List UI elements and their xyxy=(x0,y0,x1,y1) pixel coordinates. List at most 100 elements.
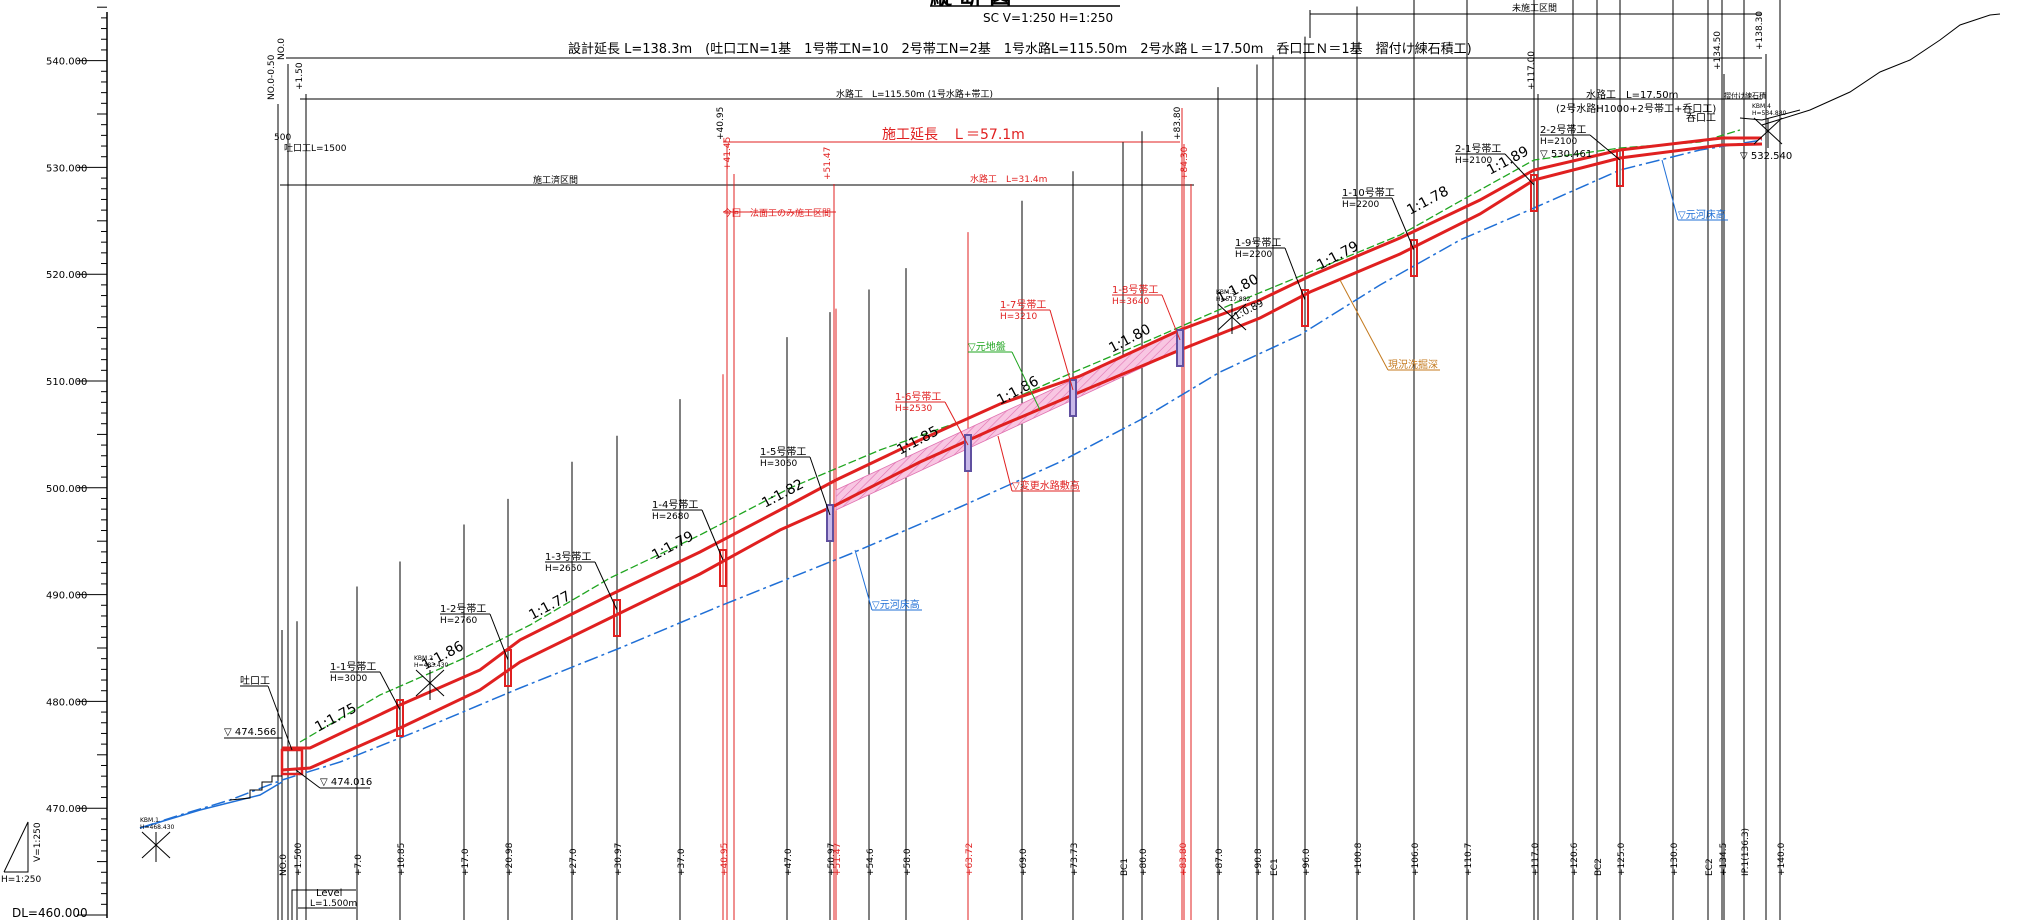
structure-height: H=2760 xyxy=(440,616,477,626)
original-riverbed2-label: ▽元河床高 xyxy=(1678,208,1726,221)
kbm-height: H=517.882 xyxy=(1216,296,1251,303)
top-station-label: +117.00 xyxy=(1527,51,1537,90)
structure-name: 2-1号帯工 xyxy=(1455,142,1501,155)
structure-leader xyxy=(944,401,969,446)
top-station-label: +40.95 xyxy=(716,107,726,140)
original-ground-line xyxy=(299,129,1741,743)
station-label: +27.0 xyxy=(569,848,579,876)
inlet-label: 呑口工 xyxy=(1686,112,1716,124)
structure-name: 1-1号帯工 xyxy=(330,660,376,673)
station-label: +63.72 xyxy=(965,843,975,876)
structure-leader xyxy=(1049,309,1074,391)
level-label: Level xyxy=(316,888,342,899)
station-label: +125.0 xyxy=(1617,842,1627,876)
leader xyxy=(1661,159,1679,221)
slope-only-label: 今回 法面工のみ施工区間 xyxy=(723,207,831,219)
station-label: +30.97 xyxy=(614,843,624,876)
top-station-label: NO.0-0.50 xyxy=(267,54,277,100)
structure-name: 1-5号帯工 xyxy=(760,445,806,458)
structure-leader xyxy=(379,671,401,711)
slope-label: 1:1.78 xyxy=(1404,183,1451,218)
elevation-label: 530.000 xyxy=(46,163,87,174)
structure-height: H=3640 xyxy=(1112,297,1149,307)
outlet-label: 吐口工 xyxy=(240,675,270,687)
structure-height: H=2100 xyxy=(1540,137,1577,147)
leader xyxy=(997,435,1013,492)
structure-leader xyxy=(1504,153,1535,186)
outlet-top-label: 吐口工L=1500 xyxy=(284,143,347,154)
station-label: +120.6 xyxy=(1570,842,1580,876)
kbm-label: KBM.2 xyxy=(414,655,433,662)
station-label: EC1 xyxy=(1270,858,1280,876)
structure-name: 1-10号帯工 xyxy=(1342,186,1395,199)
station-label: +10.85 xyxy=(397,843,407,876)
station-label: +1.500 xyxy=(294,842,304,876)
station-label: +130.0 xyxy=(1670,842,1680,876)
structure-leader xyxy=(701,509,724,561)
station-label: +106.0 xyxy=(1411,842,1421,876)
structure-body xyxy=(1301,289,1309,327)
unconstructed-section: 未施工区間 xyxy=(1309,2,1762,38)
structure-body xyxy=(1530,174,1538,212)
kbm-label: KBM.1 xyxy=(140,817,159,824)
terrain-right xyxy=(1761,13,2001,126)
leader xyxy=(267,685,293,751)
station-label: +117.0 xyxy=(1531,842,1541,876)
top-station-label: NO.0 xyxy=(277,38,287,60)
structure-height: H=3060 xyxy=(760,459,797,469)
station-label: +20.98 xyxy=(505,842,515,876)
top-station-label: +134.50 xyxy=(1713,31,1723,70)
wl-end-label: ▽ 530.461 xyxy=(1540,149,1592,160)
station-label: +17.0 xyxy=(461,848,471,876)
structure-name: 1-3号帯工 xyxy=(545,550,591,563)
leader xyxy=(295,769,321,789)
structure-body xyxy=(1069,379,1077,417)
scale-triangle: V=1:250 H=1:250 DL=460.000 xyxy=(1,821,88,920)
station-label: +87.0 xyxy=(1215,848,1225,876)
structure-body xyxy=(719,549,727,587)
structure-name: 2-2号帯工 xyxy=(1540,123,1586,136)
structure-leader xyxy=(809,456,831,516)
top-station-label: +138.30 xyxy=(1755,11,1765,50)
title-block: 縦 断 図 SC V=1:250 H=1:250 xyxy=(930,0,1120,25)
station-label: BC2 xyxy=(1594,858,1604,876)
channel2-note: (2号水路H1000+2号帯工+呑口工) xyxy=(1556,102,1716,115)
elevation-label: 540.000 xyxy=(46,57,87,68)
structure-name: 1-4号帯工 xyxy=(652,498,698,511)
channel1-label: 水路工 L=115.50m (1号水路+帯工) xyxy=(836,88,993,100)
structure-leader xyxy=(489,613,509,661)
structure-leader xyxy=(1589,134,1621,161)
station-label: +54.6 xyxy=(866,848,876,876)
structure-height: H=3210 xyxy=(1000,312,1037,322)
top-station-label: +51.47 xyxy=(823,147,833,180)
structure-body xyxy=(613,599,621,637)
wl-end2-label: ▽ 532.540 xyxy=(1740,151,1792,162)
elevation-label: 520.000 xyxy=(46,270,87,281)
elevation-label: 500.000 xyxy=(46,484,87,495)
original-riverbed-line xyxy=(139,139,1763,829)
profile-lines xyxy=(139,13,2001,829)
station-label: +73.73 xyxy=(1070,843,1080,876)
datum-label: DL=460.000 xyxy=(12,906,88,920)
wl-start-label: ▽ 474.566 xyxy=(224,727,276,738)
level-length: L=1.500m xyxy=(310,899,357,909)
structure-height: H=2680 xyxy=(652,512,689,522)
channel-partial-label: 水路工 L=31.4m xyxy=(970,173,1047,185)
design-summary-text: 設計延長 L=138.3m (吐口工N=1基 1号帯工N=10 2号帯工N=2基… xyxy=(568,41,1472,57)
station-label: +80.0 xyxy=(1139,848,1149,876)
unconstructed-label: 未施工区間 xyxy=(1512,2,1557,14)
level-box: Level L=1.500m xyxy=(281,884,357,920)
station-label: IP.1(136.3) xyxy=(1741,828,1751,876)
completed-section-label: 施工済区間 xyxy=(533,174,578,186)
structure-body xyxy=(1616,149,1624,187)
leader xyxy=(1339,279,1389,371)
structure-body xyxy=(1176,329,1184,367)
wl-start2-label: ▽ 474.016 xyxy=(320,777,372,788)
construction-length: 施工延長 Ｌ＝57.1m 今回 法面工のみ施工区間 水路工 L=31.4m xyxy=(723,127,1180,219)
structure-body xyxy=(964,434,972,472)
elevation-label: 510.000 xyxy=(46,377,87,388)
top-station-label: +84.30 xyxy=(1180,146,1190,180)
structure-leader xyxy=(1284,247,1306,301)
changed-channel-label: ▽変更水路敷高 xyxy=(1012,479,1080,492)
station-label: +7.0 xyxy=(354,854,364,876)
